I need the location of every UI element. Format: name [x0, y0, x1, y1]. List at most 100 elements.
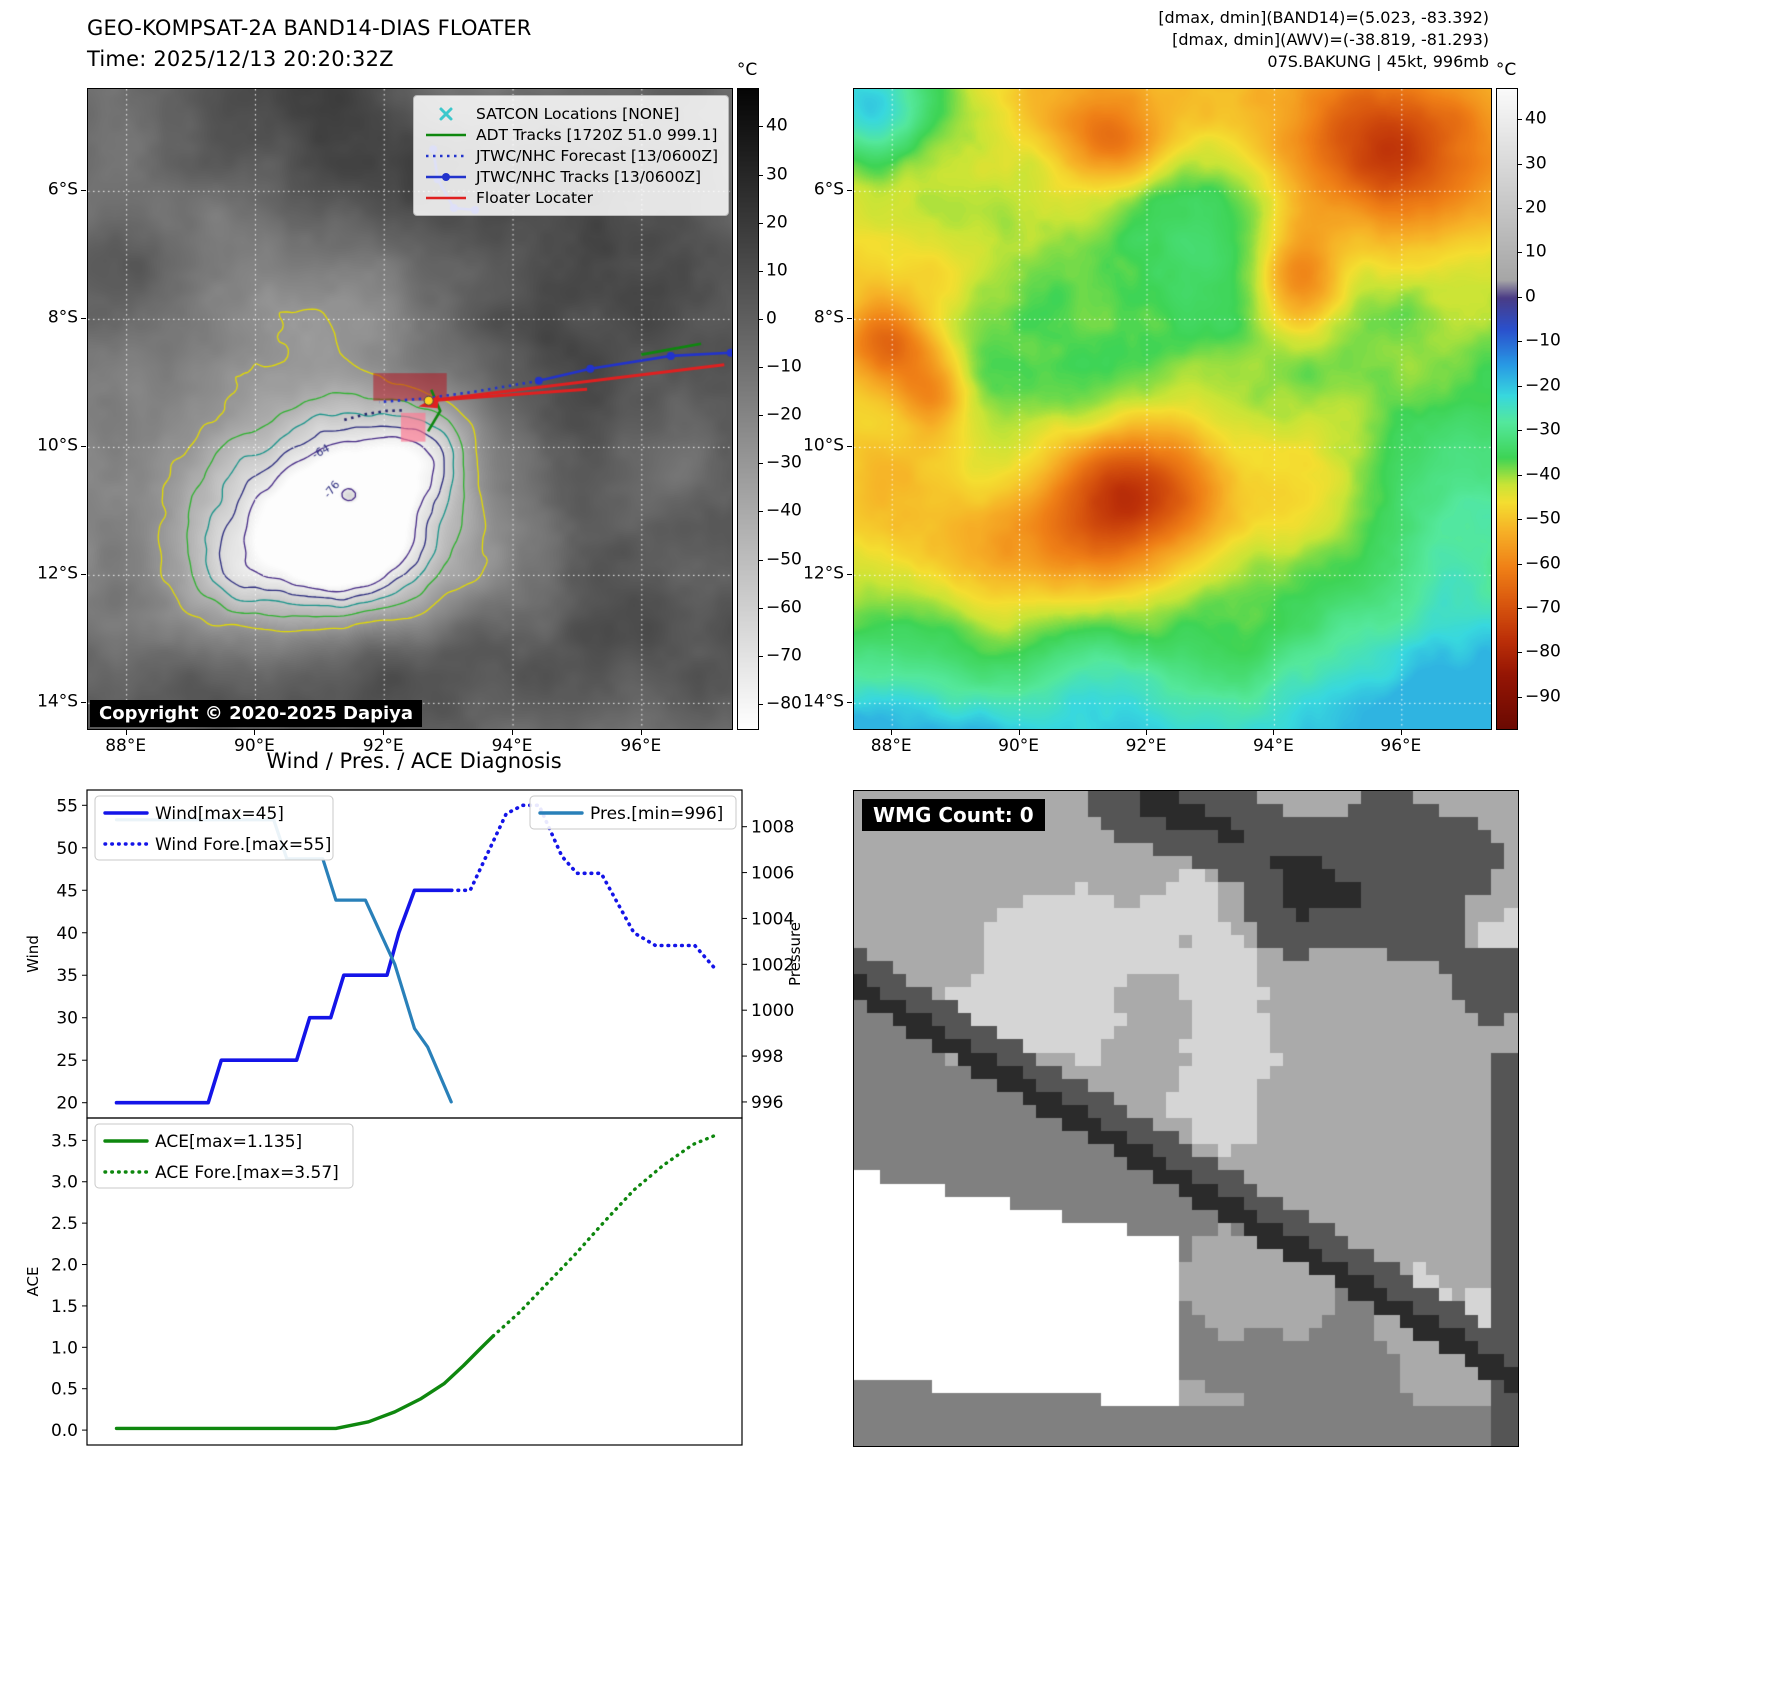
band14-lat-label: 6°S: [47, 179, 78, 200]
awv-colorbar-unit: °C: [1495, 60, 1517, 80]
wmg-panel: WMG Count: 0: [853, 790, 1519, 1447]
awv-lat-label: 12°S: [803, 563, 844, 584]
awv-colorbar-tick-label: −40: [1525, 464, 1561, 485]
band14-colorbar-tick-label: −70: [766, 645, 802, 666]
awv-colorbar-tick-mark: [1517, 563, 1522, 565]
y-tick-label: 30: [56, 1009, 78, 1029]
wmg-canvas: [854, 791, 1518, 1446]
x-marker-icon: [439, 107, 453, 120]
awv-lon-label: 94°E: [1252, 736, 1294, 756]
awv-colorbar-tick-label: −50: [1525, 508, 1561, 529]
awv-header-line: [dmax, dmin](BAND14)=(5.023, -83.392): [1158, 8, 1489, 27]
awv-map-panel: [853, 88, 1492, 730]
band14-lat-tick: [81, 318, 86, 320]
map-legend-label: JTWC/NHC Tracks [13/0600Z]: [475, 167, 702, 186]
band14-colorbar-tick-mark: [758, 415, 763, 417]
track-line-icon: [425, 172, 466, 181]
awv-colorbar-tick-label: 10: [1525, 241, 1547, 262]
map-legend-item: Floater Locater: [424, 187, 718, 208]
band14-colorbar-tick-label: −30: [766, 452, 802, 473]
awv-colorbar-tick-mark: [1517, 608, 1522, 609]
map-legend-label: SATCON Locations [NONE]: [475, 104, 680, 123]
awv-colorbar-tick-label: 0: [1525, 286, 1536, 307]
dotted-line-icon: [425, 154, 466, 157]
band14-colorbar: [737, 88, 759, 730]
awv-colorbar-tick-mark: [1517, 163, 1522, 165]
band14-lon-label: 88°E: [105, 736, 147, 756]
y-tick-label: 50: [56, 839, 78, 859]
band14-colorbar-tick-mark: [758, 703, 763, 705]
band14-lon-tick: [254, 730, 256, 735]
band14-colorbar-tick-label: −10: [766, 356, 802, 377]
awv-lat-label: 6°S: [813, 179, 844, 200]
legend-label: ACE[max=1.135]: [155, 1132, 302, 1152]
copyright-badge: Copyright © 2020-2025 Dapiya: [90, 700, 423, 727]
band14-lon-tick: [125, 730, 127, 735]
awv-colorbar-tick-mark: [1517, 296, 1522, 298]
band14-colorbar-tick-label: 10: [766, 260, 788, 281]
line-sample-icon: [425, 196, 466, 199]
y-tick-label: 40: [56, 924, 78, 944]
band14-time: Time: 2025/12/13 20:20:32Z: [87, 47, 394, 71]
legend-box: [94, 795, 334, 861]
diagnosis-charts: Wind / Pres. / ACE Diagnosis 20 25 30 35 40 45…: [0, 740, 830, 1480]
awv-colorbar-tick-mark: [1517, 119, 1522, 121]
band14-lat-tick: [81, 574, 86, 576]
awv-lon-tick: [1018, 730, 1020, 735]
observed-line: [114, 888, 453, 1105]
y-axis-label: Wind: [24, 935, 42, 973]
band14-map-panel: SATCON Locations [NONE] ADT Tracks [1720Z…: [87, 88, 733, 730]
map-legend-item: SATCON Locations [NONE]: [424, 103, 718, 124]
y2-tick-label: 996: [751, 1093, 783, 1113]
y2-axis-label: Pressure: [786, 922, 804, 986]
band14-colorbar-tick-mark: [758, 318, 763, 320]
diagnosis-charts-svg: Wind / Pres. / ACE Diagnosis 20 25 30 35 40 45…: [24, 749, 804, 1446]
awv-lon-label: 96°E: [1380, 736, 1422, 756]
legend-label: ACE Fore.[max=3.57]: [155, 1163, 339, 1183]
y2-tick-label: 1000: [751, 1001, 794, 1021]
band14-colorbar-tick-mark: [758, 367, 763, 369]
y-axis-label: ACE: [24, 1267, 42, 1297]
y-tick-label: 1.0: [51, 1338, 78, 1358]
awv-lon-label: 92°E: [1125, 736, 1167, 756]
y-tick-label: 0.5: [51, 1380, 78, 1400]
awv-lon-tick: [891, 730, 893, 735]
band14-lon-label: 94°E: [491, 736, 533, 756]
awv-colorbar-tick-mark: [1517, 252, 1522, 254]
awv-lon-tick: [1146, 730, 1148, 735]
map-legend-item: JTWC/NHC Tracks [13/0600Z]: [424, 166, 718, 187]
band14-colorbar-tick-label: 20: [766, 212, 788, 233]
band14-colorbar-canvas: [738, 89, 758, 729]
awv-colorbar-tick-mark: [1517, 474, 1522, 476]
awv-satellite-canvas: [854, 89, 1491, 729]
awv-lat-label: 8°S: [813, 307, 844, 328]
band14-lat-label: 14°S: [37, 691, 78, 712]
map-legend-label: ADT Tracks [1720Z 51.0 999.1]: [475, 125, 718, 144]
awv-colorbar-tick-mark: [1517, 341, 1522, 343]
awv-colorbar-tick-label: 20: [1525, 197, 1547, 218]
y-tick-label: 0.0: [51, 1421, 78, 1441]
awv-lat-tick: [847, 446, 852, 448]
awv-lon-tick: [1273, 730, 1275, 735]
awv-colorbar-canvas: [1497, 89, 1517, 729]
y2-tick-label: 1008: [751, 818, 794, 838]
awv-colorbar-tick-mark: [1517, 696, 1522, 698]
band14-colorbar-tick-mark: [758, 607, 763, 609]
awv-colorbar-tick-mark: [1517, 652, 1522, 654]
awv-colorbar: [1496, 88, 1518, 730]
band14-lat-label: 10°S: [37, 435, 78, 456]
y2-tick-label: 1006: [751, 864, 794, 884]
awv-colorbar-tick-label: −60: [1525, 553, 1561, 574]
y2-tick-label: 1004: [751, 909, 794, 929]
band14-colorbar-tick-label: −50: [766, 549, 802, 570]
band14-colorbar-tick-label: −80: [766, 693, 802, 714]
y2-tick-label: 1002: [751, 955, 794, 975]
awv-colorbar-tick-label: −70: [1525, 597, 1561, 618]
y-tick-label: 2.0: [51, 1256, 78, 1276]
band14-lat-tick: [81, 702, 86, 704]
band14-colorbar-tick-mark: [758, 463, 763, 465]
awv-colorbar-tick-label: 30: [1525, 153, 1547, 174]
awv-lat-tick: [847, 574, 852, 576]
chart-frame: [86, 1117, 743, 1446]
